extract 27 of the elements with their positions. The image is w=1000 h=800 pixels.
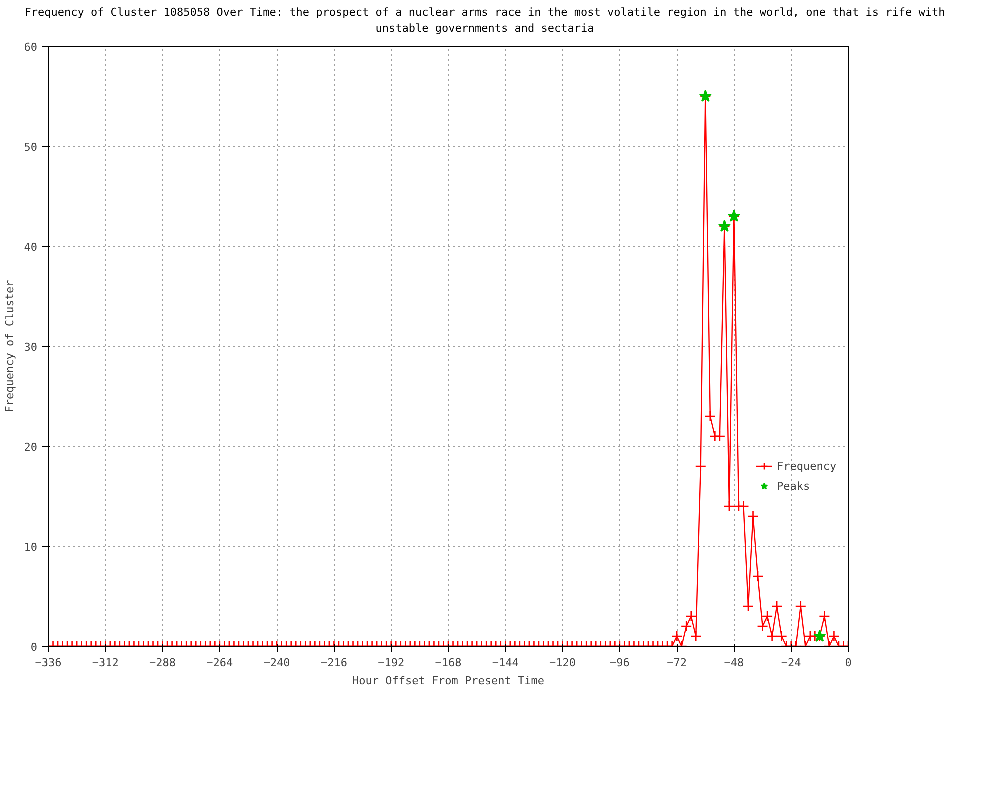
- x-tick-label: −144: [492, 656, 520, 670]
- x-tick-label: −264: [206, 656, 234, 670]
- x-tick-label: −288: [150, 656, 176, 670]
- x-tick-label: −216: [320, 656, 348, 670]
- legend-label: Peaks: [777, 480, 810, 493]
- y-tick-label: 20: [24, 441, 38, 454]
- x-tick-label: 0: [845, 656, 852, 670]
- x-tick-label: −192: [378, 656, 405, 670]
- y-tick-label: 60: [24, 41, 38, 54]
- y-tick-label: 50: [24, 141, 38, 154]
- x-tick-label: −240: [264, 656, 290, 670]
- x-axis-title: Hour Offset From Present Time: [352, 674, 545, 688]
- x-tick-label: −24: [781, 656, 802, 670]
- y-tick-label: 30: [24, 341, 38, 354]
- x-tick-label: −48: [724, 656, 744, 670]
- y-tick-label: 0: [30, 641, 38, 654]
- x-tick-label: −72: [667, 656, 688, 670]
- legend-label: Frequency: [777, 460, 837, 473]
- x-tick-label: −336: [35, 656, 62, 670]
- chart-title: Frequency of Cluster 1085058 Over Time: the prospect of a nuclear arms race in the most volatile region in the world, one that is rife with unstable governments and sectaria: [24, 5, 946, 36]
- x-tick-label: −312: [92, 656, 119, 670]
- y-axis-title: Frequency of Cluster: [3, 280, 16, 414]
- x-tick-label: −168: [435, 656, 462, 670]
- y-tick-label: 40: [24, 241, 38, 254]
- x-tick-label: −120: [550, 656, 576, 670]
- x-tick-label: −96: [610, 656, 630, 670]
- y-tick-label: 10: [24, 541, 38, 554]
